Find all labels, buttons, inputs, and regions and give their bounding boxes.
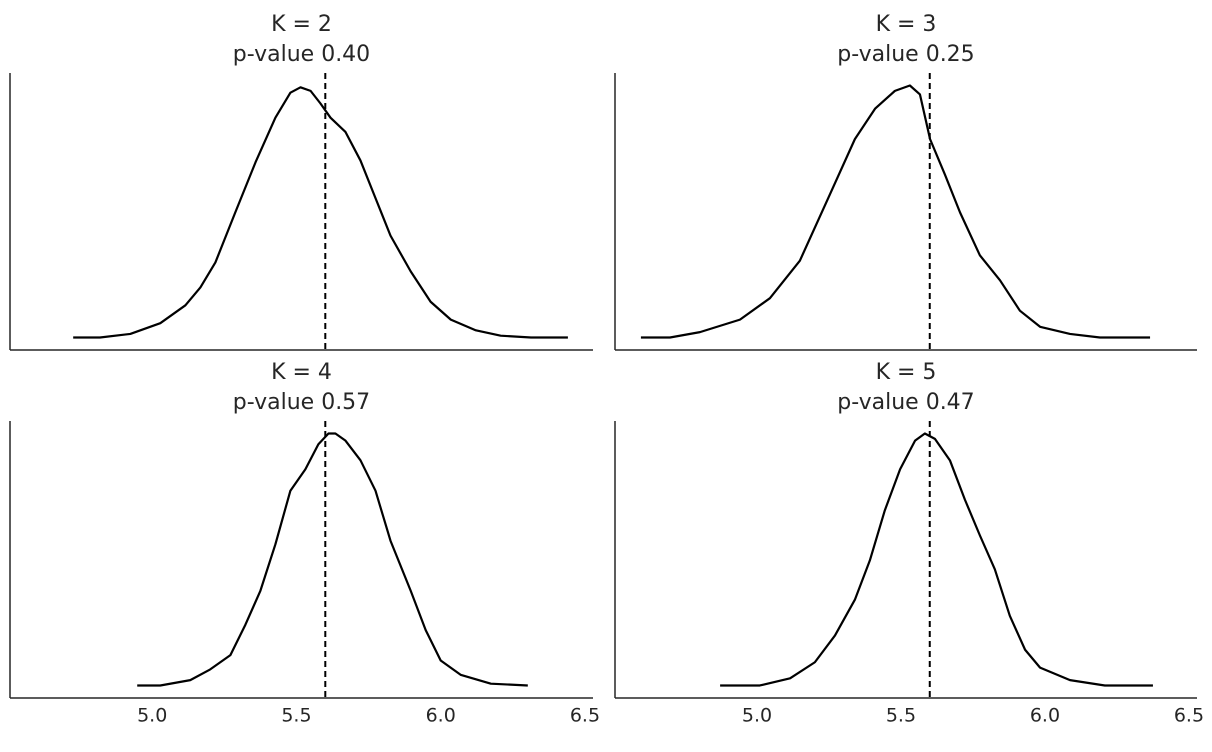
panel-title: K = 4 [271, 360, 332, 385]
x-tick-label: 5.0 [137, 705, 167, 727]
panel-title: K = 3 [876, 12, 937, 37]
panel-title: K = 5 [876, 360, 937, 385]
x-tick-label: 5.5 [886, 705, 916, 727]
panel-subtitle: p-value 0.25 [837, 42, 974, 67]
panel-subtitle: p-value 0.57 [233, 390, 370, 415]
density-line [720, 432, 1153, 687]
x-tick-label: 6.0 [426, 705, 456, 727]
x-tick-label: 6.0 [1030, 705, 1060, 727]
x-tick-label: 5.5 [281, 705, 311, 727]
x-tick-label: 5.0 [742, 705, 772, 727]
panel-subtitle: p-value 0.40 [233, 42, 370, 67]
density-line [73, 86, 568, 339]
x-tick-label: 6.5 [1174, 705, 1204, 727]
panel-title: K = 2 [271, 12, 332, 37]
density-line [640, 84, 1151, 339]
x-tick-label: 6.5 [570, 705, 600, 727]
panel-subtitle: p-value 0.47 [837, 390, 974, 415]
density-line [137, 432, 528, 687]
